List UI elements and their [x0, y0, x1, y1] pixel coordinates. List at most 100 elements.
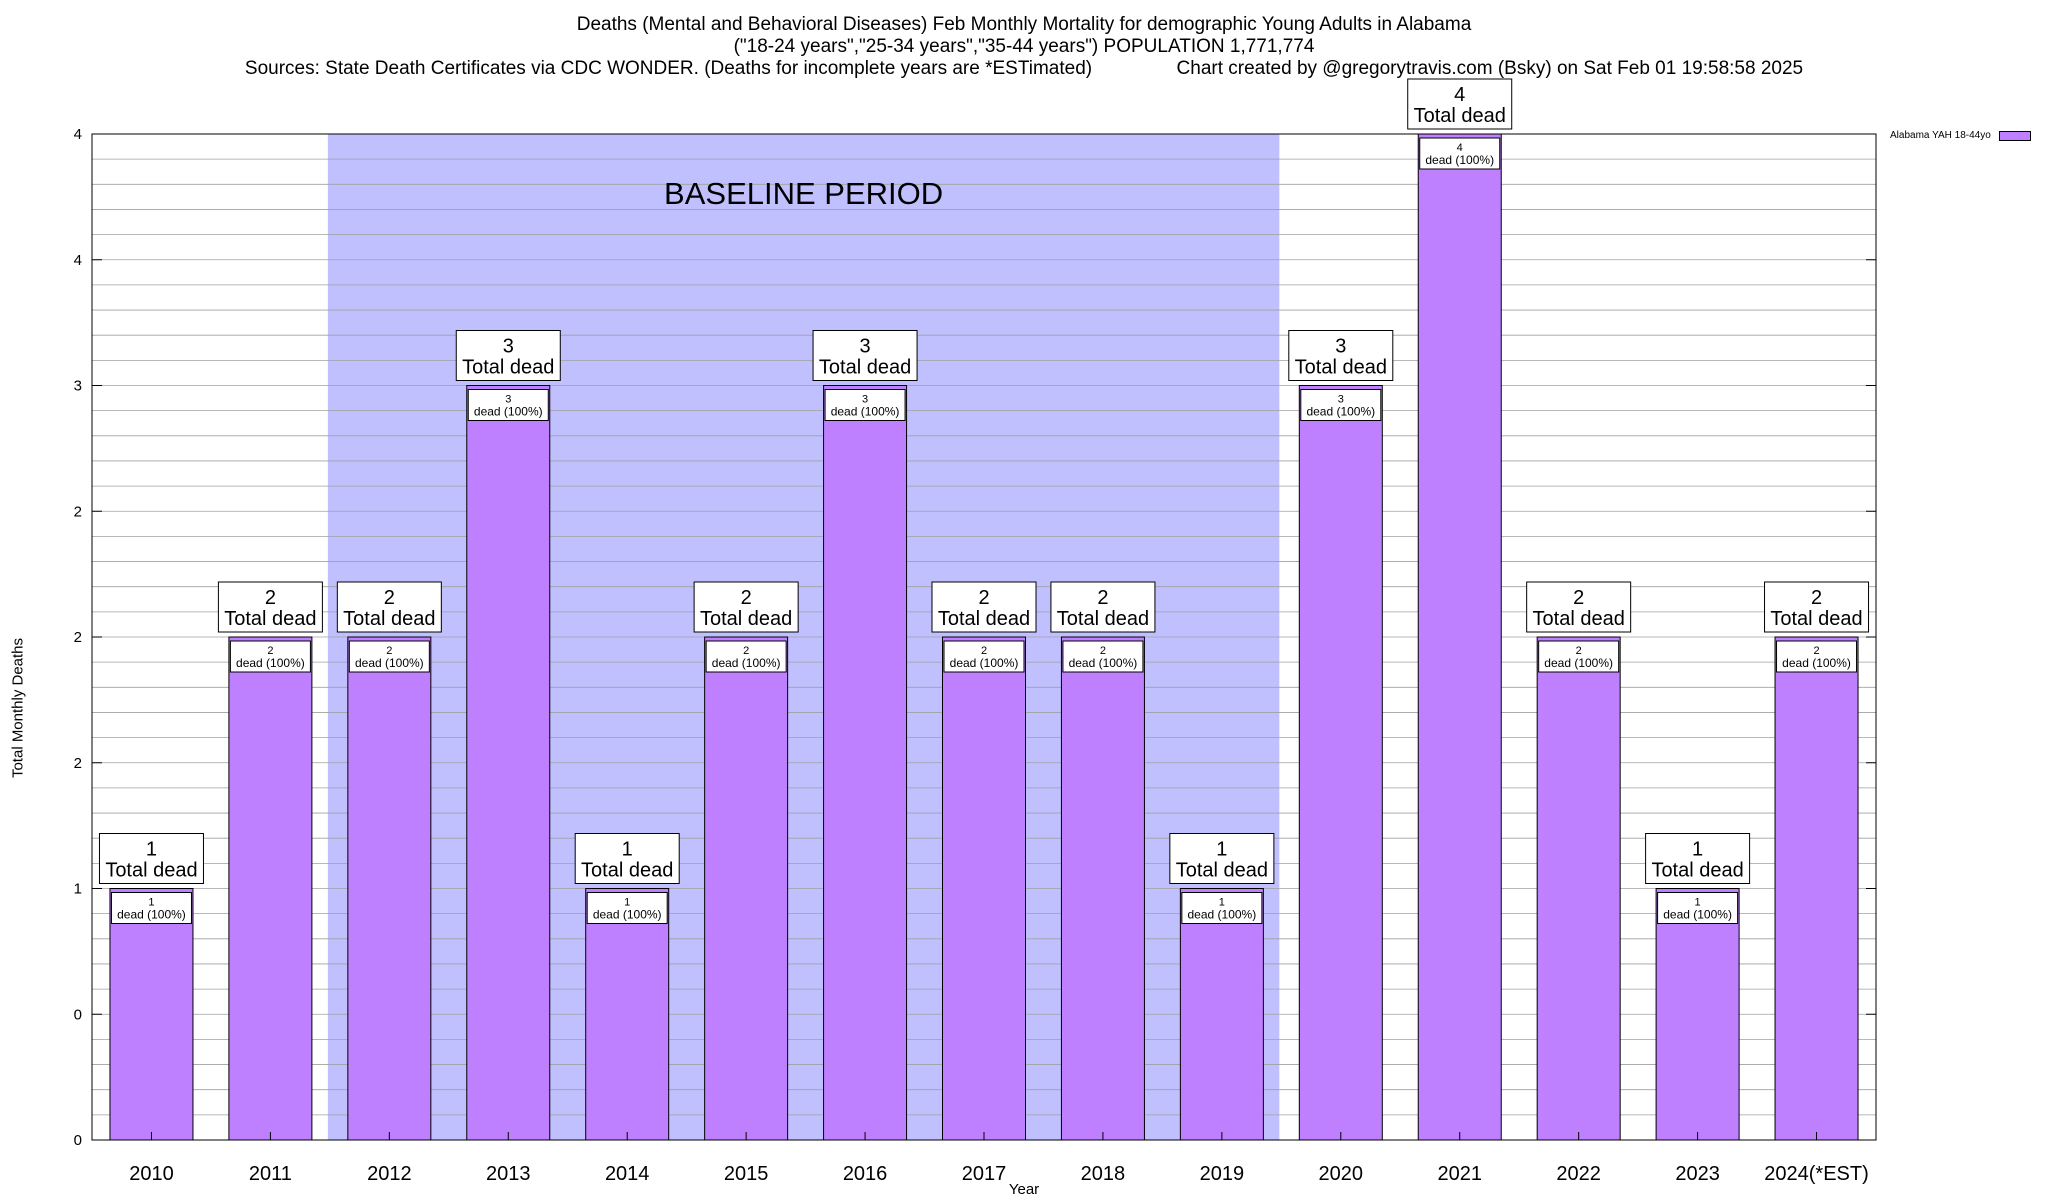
bar-total-label: Total dead — [1533, 608, 1625, 630]
bar-inner-label: dead (100%) — [236, 656, 305, 670]
bar-total-label: Total dead — [819, 357, 911, 379]
bar-inner-label-box — [110, 892, 192, 924]
bar-inner-label: dead (100%) — [1663, 908, 1732, 922]
bar-total-label-box — [931, 581, 1037, 633]
bar-inner-label-box — [348, 640, 430, 673]
bar — [942, 636, 1026, 1141]
baseline-period-label: BASELINE PERIOD — [664, 176, 943, 211]
bar-total-label-box — [1645, 833, 1751, 884]
bar-total-label-box — [336, 581, 442, 633]
bar — [1060, 636, 1145, 1141]
bar-inner-label: dead (100%) — [474, 405, 543, 419]
bar-total-value: 3 — [503, 336, 514, 358]
title-line-3: Sources: State Death Certificates via CD… — [244, 58, 1804, 79]
y-tick-label: 4 — [74, 126, 82, 143]
x-tick-label: 2024(*EST) — [1764, 1163, 1869, 1185]
x-tick-label: 2016 — [843, 1163, 888, 1185]
bar-inner-label: dead (100%) — [1782, 656, 1851, 670]
bar-total-label-box — [1407, 78, 1513, 130]
x-tick-label: 2022 — [1556, 1163, 1601, 1185]
y-tick-label: 0 — [74, 1006, 82, 1023]
bar-total-value: 2 — [265, 587, 276, 609]
bar-total-label-box — [98, 833, 204, 884]
bar-inner-value: 2 — [1100, 645, 1106, 657]
x-tick-label: 2013 — [486, 1163, 531, 1185]
bar-inner-label: dead (100%) — [1188, 908, 1257, 922]
bar — [1536, 636, 1621, 1141]
bar-inner-value: 1 — [1695, 897, 1701, 909]
bar — [109, 888, 194, 1141]
y-tick-label: 2 — [74, 755, 82, 772]
bar-inner-label: dead (100%) — [1306, 405, 1375, 419]
bar-inner-label: dead (100%) — [1069, 656, 1138, 670]
bar-total-label: Total dead — [343, 608, 435, 630]
bar — [228, 636, 313, 1141]
x-tick-label: 2011 — [249, 1163, 292, 1185]
bar — [1655, 888, 1740, 1141]
bar-total-label: Total dead — [1651, 860, 1743, 882]
bar-inner-value: 1 — [148, 897, 154, 909]
bar-inner-label: dead (100%) — [712, 656, 781, 670]
bar-total-value: 2 — [1811, 587, 1822, 609]
bar-total-value: 3 — [860, 336, 871, 358]
bar — [1774, 636, 1859, 1141]
bar-total-label: Total dead — [224, 608, 316, 630]
bar-total-label-box — [812, 330, 918, 381]
legend-swatch — [1998, 130, 2031, 141]
bar-total-label: Total dead — [1770, 608, 1862, 630]
bar-inner-label-box — [1538, 640, 1620, 673]
bar-total-label: Total dead — [700, 608, 792, 630]
title-line-2: ("18-24 years","25-34 years","35-44 year… — [733, 36, 1315, 57]
bar-total-value: 2 — [978, 587, 989, 609]
bar-inner-label-box — [229, 640, 311, 673]
bar — [466, 385, 551, 1141]
bar-inner-label: dead (100%) — [593, 908, 662, 922]
y-tick-label: 2 — [74, 629, 82, 646]
y-tick-label: 3 — [74, 378, 82, 395]
bar-total-label: Total dead — [581, 860, 673, 882]
bar-total-value: 1 — [1692, 839, 1703, 861]
bar — [585, 888, 670, 1141]
bar-inner-label-box — [705, 640, 787, 673]
x-tick-label: 2017 — [962, 1163, 1007, 1185]
bar-total-value: 1 — [1216, 839, 1227, 861]
bar-inner-value: 1 — [624, 897, 630, 909]
bar-total-label: Total dead — [105, 860, 197, 882]
bar-total-label: Total dead — [1295, 357, 1387, 379]
x-tick-label: 2014 — [605, 1163, 650, 1185]
bar-inner-label-box — [943, 640, 1025, 673]
bar-inner-label: dead (100%) — [831, 405, 900, 419]
title-line-1: Deaths (Mental and Behavioral Diseases) … — [576, 14, 1472, 35]
bar-total-value: 2 — [1097, 587, 1108, 609]
bar-total-label: Total dead — [938, 608, 1030, 630]
bar-total-label-box — [1526, 581, 1632, 633]
x-tick-label: 2018 — [1081, 1163, 1126, 1185]
bar-total-value: 2 — [1573, 587, 1584, 609]
bar-total-label: Total dead — [1176, 860, 1268, 882]
bar-total-value: 1 — [622, 839, 633, 861]
bar-inner-value: 3 — [505, 394, 511, 406]
bar-inner-value: 2 — [1576, 645, 1582, 657]
bar-inner-label-box — [1657, 892, 1739, 924]
bar-inner-value: 2 — [1813, 645, 1819, 657]
bar-total-label-box — [574, 833, 680, 884]
x-tick-label: 2023 — [1675, 1163, 1720, 1185]
bar-total-label: Total dead — [1057, 608, 1149, 630]
bar-inner-value: 1 — [1219, 897, 1225, 909]
bar-total-label-box — [1050, 581, 1156, 633]
bar-inner-value: 2 — [386, 645, 392, 657]
bar-inner-label: dead (100%) — [1544, 656, 1613, 670]
bar-total-label-box — [693, 581, 799, 633]
bar-inner-value: 2 — [267, 645, 273, 657]
bar — [347, 636, 432, 1141]
x-tick-label: 2019 — [1200, 1163, 1245, 1185]
bar-inner-label: dead (100%) — [950, 656, 1019, 670]
y-tick-label: 4 — [74, 252, 82, 269]
bar-inner-value: 2 — [743, 645, 749, 657]
bar-total-value: 3 — [1335, 336, 1346, 358]
bar-inner-label: dead (100%) — [1425, 153, 1494, 167]
legend-label: Alabama YAH 18-44yo — [1890, 130, 1991, 141]
x-tick-label: 2021 — [1437, 1163, 1482, 1185]
bar-inner-value: 4 — [1457, 142, 1463, 154]
x-tick-label: 2015 — [724, 1163, 769, 1185]
